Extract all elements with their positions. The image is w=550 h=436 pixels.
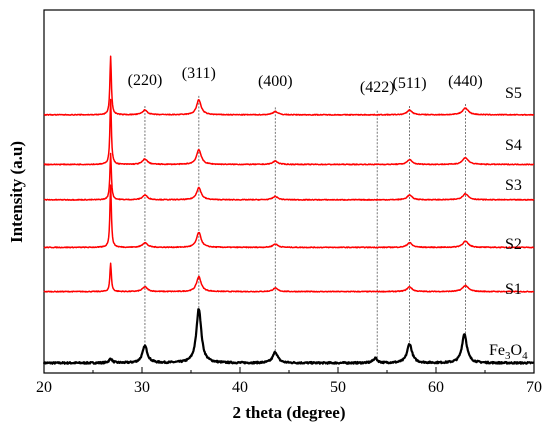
series-line-S1: [43, 262, 535, 293]
series-layer: [42, 55, 535, 365]
x-tick-label-60: 60: [428, 379, 444, 396]
x-axis-title: 2 theta (degree): [233, 403, 346, 422]
series-line-Fe3O4: [42, 308, 535, 365]
x-tick-label-40: 40: [232, 379, 248, 396]
series-label-S1: S1: [505, 281, 522, 298]
peak-label-1: (311): [182, 65, 216, 82]
series-line-S4: [43, 98, 535, 166]
peak-labels: (220) (311) (400) (422)(511) (440): [128, 65, 483, 96]
plot-area: 20 30 40 50 60 70 (220) (311) (400) (422)(511) (4…: [36, 9, 542, 396]
x-tick-label-50: 50: [330, 379, 346, 396]
peak-guides: [144, 95, 466, 360]
x-tick-label-70: 70: [526, 379, 542, 396]
peak-label-5: (440): [448, 73, 483, 90]
plot-frame: [43, 9, 535, 374]
peak-label-2: (400): [258, 73, 293, 90]
series-label-S3: S3: [505, 177, 522, 194]
series-label-S5: S5: [505, 85, 522, 102]
y-axis-title: Intensity (a.u): [7, 141, 26, 243]
series-label-Fe3O4: Fe3O4: [489, 342, 528, 362]
peak-label-4: (511): [393, 75, 427, 92]
x-ticks: 20 30 40 50 60 70: [36, 367, 542, 396]
peak-label-0: (220): [128, 72, 163, 89]
peak-label-3: (422): [360, 79, 395, 96]
series-label-S4: S4: [505, 137, 522, 154]
series-line-S5: [43, 55, 535, 116]
x-tick-label-20: 20: [36, 379, 52, 396]
series-label-S2: S2: [505, 236, 522, 253]
x-tick-label-30: 30: [134, 379, 150, 396]
series-labels: Fe3O4 S1 S2 S3 S4 S5: [489, 85, 528, 362]
series-line-S2: [43, 184, 535, 249]
series-line-S3: [43, 152, 535, 201]
